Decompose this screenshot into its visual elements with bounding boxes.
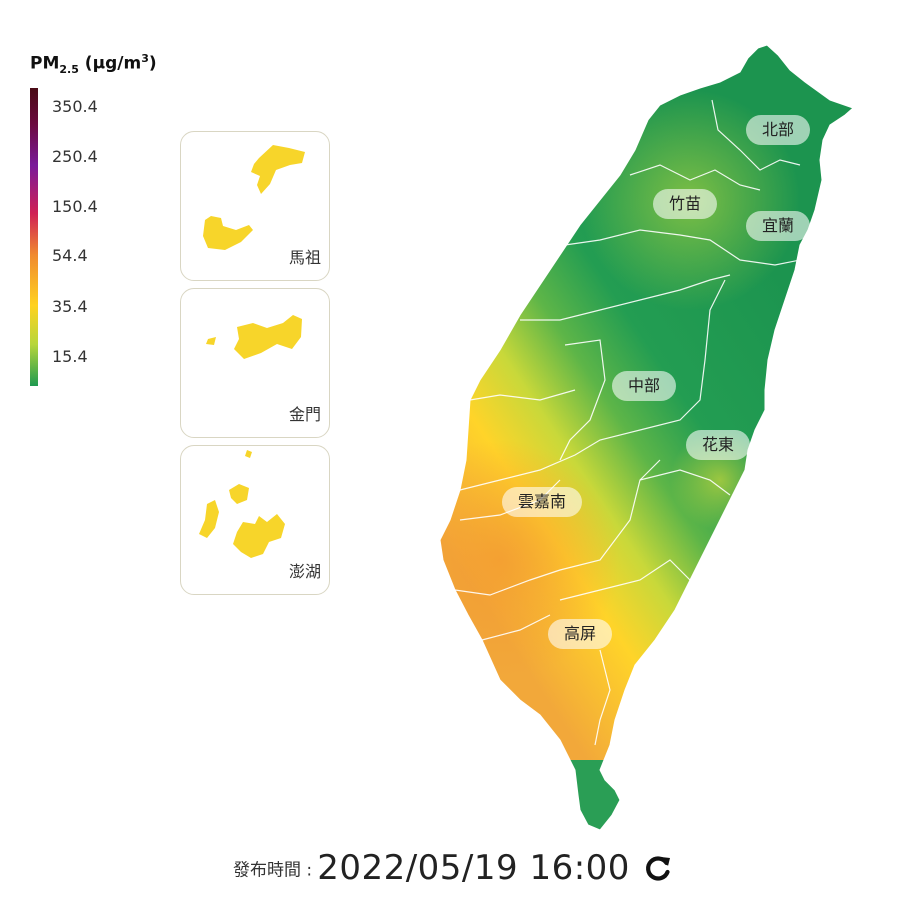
region-label-hsinchu-miaoli[interactable]: 竹苗 [652,189,718,219]
region-label-central[interactable]: 中部 [611,371,677,401]
legend-tick: 150.4 [52,197,98,216]
inset-label-kinmen: 金門 [288,405,321,424]
region-label-kaohsiung-pingtung[interactable]: 高屏 [547,619,613,649]
publish-time-bar: 發布時間 : 2022/05/19 16:00 [0,848,906,888]
region-label-yilan[interactable]: 宜蘭 [745,211,811,241]
legend-tick: 250.4 [52,147,98,166]
inset-kinmen[interactable]: 金門 [180,288,330,438]
legend-tick: 35.4 [52,297,88,316]
kinmen-island-shapes [206,315,302,359]
legend-color-bar [30,88,38,386]
legend-title: PM2.5 (µg/m3) [30,52,157,77]
inset-label-matsu: 馬祖 [288,248,321,267]
penghu-island-shapes [199,450,285,558]
matsu-island-shapes [203,145,305,250]
refresh-icon[interactable] [643,853,673,883]
region-label-north[interactable]: 北部 [745,115,811,145]
publish-time-label: 發布時間 : [232,860,313,881]
legend-tick: 350.4 [52,97,98,116]
inset-matsu[interactable]: 馬祖 [180,131,330,281]
inset-penghu[interactable]: 澎湖 [180,445,330,595]
region-label-yunlin-chiayi-tainan[interactable]: 雲嘉南 [501,487,583,517]
legend-tick: 15.4 [52,347,88,366]
publish-timestamp: 2022/05/19 16:00 [317,848,630,888]
legend-tick: 54.4 [52,246,88,265]
inset-label-penghu: 澎湖 [288,562,321,581]
region-label-hualien-taitung[interactable]: 花東 [685,430,751,460]
